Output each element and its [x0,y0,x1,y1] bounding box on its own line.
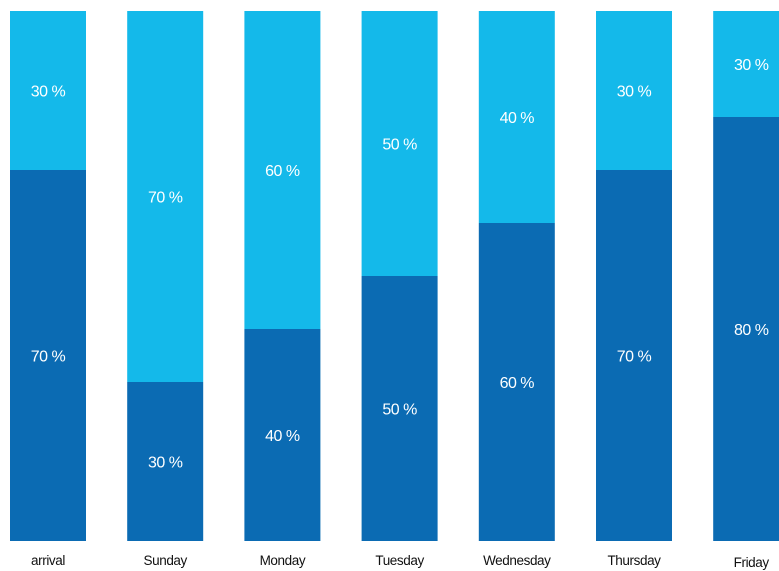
bar-segment-tuesday-upper [361,11,438,276]
data-label-tuesday-lower: 50 % [382,402,417,419]
bar-group-monday: 40 % 60 % [244,11,321,541]
bar-segment-monday-upper [244,11,321,329]
data-label-thursday-lower: 70 % [617,349,652,366]
bar-segment-friday-lower [713,117,779,541]
data-label-wednesday-upper: 40 % [500,110,535,127]
data-label-sunday-lower: 30 % [148,455,183,472]
x-axis-labels: arrival Sunday Monday Tuesday Wednesday Thurs… [31,553,770,570]
data-label-arrival-upper: 30 % [31,84,66,101]
x-tick-label-wednesday: Wednesday [483,553,551,568]
x-tick-label-monday: Monday [260,553,306,568]
bar-group-friday: 80 % 30 % [713,11,779,541]
data-label-friday-lower: 80 % [734,322,769,339]
data-label-wednesday-lower: 60 % [500,375,535,392]
bar-segment-sunday-lower [127,382,204,541]
bar-segment-thursday-upper [596,11,672,170]
bar-group-tuesday: 50 % 50 % [361,11,438,541]
data-label-thursday-upper: 30 % [617,84,652,101]
data-label-sunday-upper: 70 % [148,190,183,207]
x-tick-label-friday: Friday [734,555,770,570]
data-label-monday-upper: 60 % [265,163,300,180]
bar-segment-monday-lower [244,329,321,541]
bar-segment-tuesday-lower [361,276,438,541]
bar-segment-arrival-lower [10,170,86,541]
data-label-friday-upper: 30 % [734,57,769,74]
bar-group-arrival: 70 % 30 % [10,11,86,541]
bar-segment-arrival-upper [10,11,86,170]
bar-segment-thursday-lower [596,170,672,541]
bar-group-thursday: 70 % 30 % [596,11,672,541]
bar-group-sunday: 30 % 70 % [127,11,204,541]
data-label-monday-lower: 40 % [265,428,300,445]
x-tick-label-arrival: arrival [31,553,65,568]
data-label-tuesday-upper: 50 % [382,137,417,154]
bar-segment-friday-upper [713,11,779,117]
data-label-arrival-lower: 70 % [31,349,66,366]
bar-segment-wednesday-lower [478,223,555,541]
x-tick-label-tuesday: Tuesday [375,553,424,568]
x-tick-label-sunday: Sunday [144,553,188,568]
bar-segment-sunday-upper [127,11,204,382]
plot-area: 70 %30 %30 %70 %40 %60 %50 %50 %60 %40 %… [10,11,779,541]
bar-group-wednesday: 60 % 40 % [478,11,555,541]
bar-segment-wednesday-upper [478,11,555,223]
x-tick-label-thursday: Thursday [607,553,661,568]
